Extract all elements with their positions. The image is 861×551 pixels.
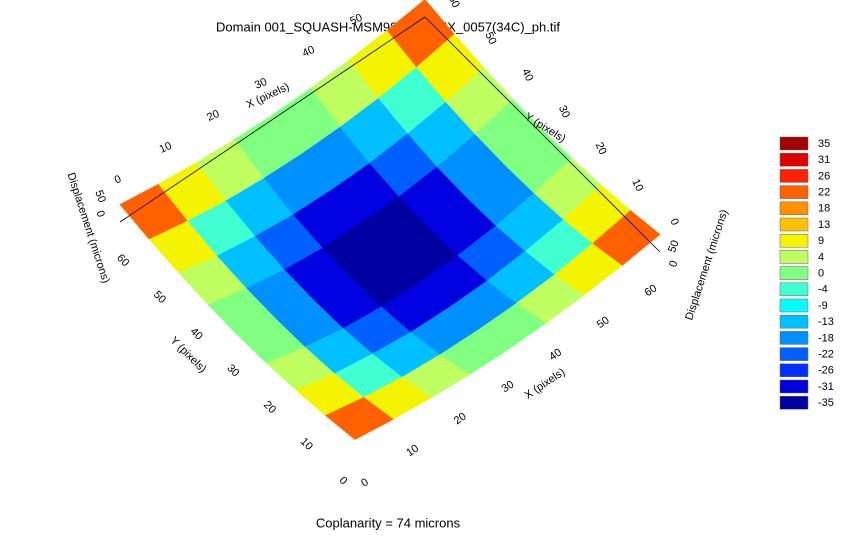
z-tick-label: 50: [92, 189, 107, 205]
legend-swatch: [779, 152, 809, 167]
x-tick-label: 50: [348, 12, 364, 28]
x-tick-label: 50: [595, 314, 612, 331]
x-tick-label: 20: [452, 410, 469, 427]
legend-swatch: [779, 395, 809, 410]
z-tick-label: 0: [93, 209, 106, 219]
x-tick-label: 40: [301, 44, 317, 60]
legend-label: -35: [818, 397, 834, 409]
legend-label: 31: [818, 154, 830, 166]
legend-label: -4: [818, 284, 828, 296]
legend-label: 9: [818, 235, 824, 247]
legend-label: 0: [818, 268, 824, 280]
legend-swatch: [779, 314, 809, 329]
axis-line: [119, 16, 426, 223]
y-tick-label: 10: [629, 177, 645, 193]
legend-swatch: [779, 266, 809, 280]
x-tick-label: 30: [499, 378, 516, 395]
legend-swatch: [779, 201, 809, 216]
legend-swatch: [779, 250, 809, 264]
chart-title: Domain 001_SQUASH-MSM9874-HYNIX_0057(34C…: [216, 19, 560, 34]
x-tick-label: 20: [205, 108, 221, 124]
x-tick-label: 40: [547, 346, 564, 363]
legend-swatch: [779, 363, 809, 378]
y-tick-label: 20: [593, 140, 609, 156]
legend-swatch: [779, 217, 809, 232]
legend-label: 35: [818, 138, 830, 150]
y-tick-label: 0: [667, 217, 680, 228]
legend-swatch: [779, 185, 809, 199]
legend-label: 18: [818, 203, 830, 215]
x-tick-label: 30: [253, 76, 269, 92]
axis-line: [424, 16, 661, 253]
legend-swatch: [779, 347, 809, 361]
legend-swatch: [779, 282, 809, 297]
legend-label: 13: [818, 219, 830, 231]
legend-label: -13: [818, 316, 834, 328]
legend-swatch: [779, 136, 809, 151]
legend-swatch: [779, 169, 809, 183]
legend-label: 22: [818, 187, 830, 199]
legend-swatch: [779, 379, 809, 394]
legend-swatch: [779, 298, 809, 313]
legend-label: -26: [818, 365, 834, 377]
y-tick-label: 40: [519, 67, 535, 83]
legend-label: 26: [818, 170, 830, 182]
legend-label: -9: [818, 300, 828, 312]
footer: Coplanarity = 74 microns: [316, 515, 461, 530]
legend-swatch: [779, 331, 809, 345]
legend-label: -31: [818, 381, 834, 393]
y-tick-label: 30: [556, 104, 572, 120]
x-tick-label: 60: [642, 282, 659, 299]
z-tick-label: 50: [666, 239, 681, 255]
y-tick-label: 60: [446, 0, 462, 10]
x-tick-label: 0: [359, 476, 371, 489]
surface-cell: [325, 397, 394, 440]
z-tick-label: 0: [667, 259, 680, 269]
x-tick-label: 0: [113, 173, 123, 186]
x-tick-label: 10: [404, 442, 421, 459]
x-tick-label: 10: [158, 140, 174, 156]
legend-swatch: [779, 233, 809, 248]
surface: [119, 0, 661, 440]
legend-label: -18: [818, 332, 834, 344]
legend-label: 4: [818, 251, 824, 263]
y-tick-label: 50: [482, 30, 498, 46]
legend-label: -22: [818, 349, 834, 361]
